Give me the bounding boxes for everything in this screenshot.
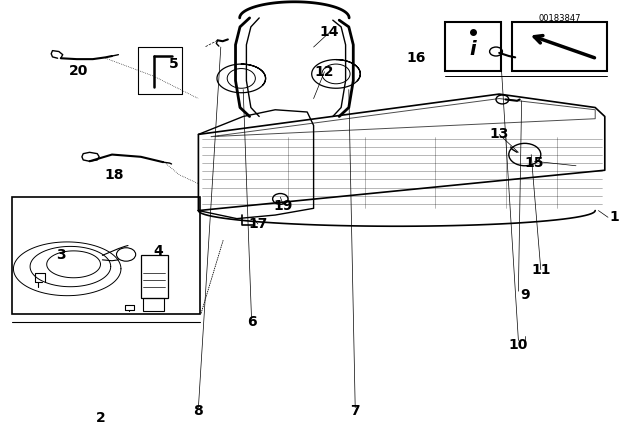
Text: 17: 17 [248, 217, 268, 231]
Bar [141, 255, 168, 298]
Text: 16: 16 [406, 51, 426, 65]
Text: 14: 14 [320, 25, 339, 39]
Text: 9: 9 [520, 288, 530, 302]
Bar [512, 22, 607, 71]
Text: 12: 12 [315, 65, 334, 79]
Text: 00183847: 00183847 [539, 14, 581, 23]
Text: 10: 10 [509, 338, 528, 352]
Text: 3: 3 [56, 248, 66, 263]
Text: 1: 1 [609, 210, 620, 224]
Text: 2: 2 [96, 410, 106, 425]
Text: 20: 20 [69, 64, 88, 78]
Text: 13: 13 [490, 127, 509, 142]
Text: 8: 8 [193, 404, 204, 418]
Text: 4: 4 [154, 244, 164, 258]
Bar [12, 197, 200, 314]
Text: 7: 7 [350, 404, 360, 418]
Text: 18: 18 [104, 168, 124, 182]
Bar [143, 298, 164, 311]
Bar [445, 22, 501, 71]
Text: 11: 11 [531, 263, 550, 277]
Text: 15: 15 [525, 156, 544, 170]
Text: 6: 6 [246, 314, 257, 329]
Text: 5: 5 [169, 56, 179, 71]
Text: 19: 19 [273, 199, 292, 213]
Text: i: i [470, 39, 476, 59]
